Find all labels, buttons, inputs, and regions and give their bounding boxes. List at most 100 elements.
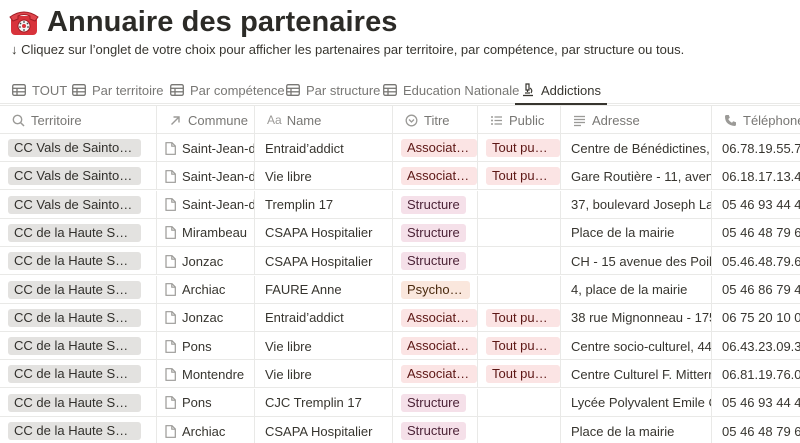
cell-titre[interactable]: Structure: [393, 388, 478, 417]
territoire-tag[interactable]: CC de la Haute Sainto…: [8, 223, 141, 242]
cell-territoire[interactable]: CC Vals de Saintonge …: [0, 190, 157, 219]
titre-tag[interactable]: Association: [401, 308, 477, 327]
column-header-public[interactable]: Public: [478, 106, 561, 134]
territoire-tag[interactable]: CC de la Haute Sainto…: [8, 280, 141, 299]
commune-link[interactable]: Mirambeau: [165, 225, 247, 240]
cell-commune[interactable]: Mirambeau: [157, 218, 255, 247]
cell-commune[interactable]: Pons: [157, 388, 255, 417]
territoire-tag[interactable]: CC de la Haute Sainto…: [8, 422, 141, 440]
titre-tag[interactable]: Structure: [401, 252, 466, 271]
commune-link[interactable]: Saint-Jean-d’A: [165, 197, 254, 212]
cell-commune[interactable]: Pons: [157, 332, 255, 361]
cell-commune[interactable]: Jonzac: [157, 247, 255, 276]
table-row[interactable]: CC de la Haute Sainto… Pons Vie libre Assoc…: [0, 332, 800, 361]
commune-link[interactable]: Pons: [165, 395, 212, 410]
cell-commune[interactable]: Montendre: [157, 360, 255, 389]
cell-name[interactable]: Vie libre: [255, 332, 393, 361]
cell-tel[interactable]: 06.18.17.13.42: [712, 162, 800, 190]
cell-titre[interactable]: Association: [393, 162, 478, 191]
table-row[interactable]: CC Vals de Saintonge … Saint-Jean-d’A Entr…: [0, 134, 800, 162]
tab-tout[interactable]: TOUT: [12, 76, 67, 104]
territoire-tag[interactable]: CC Vals de Saintonge …: [8, 167, 141, 186]
tab-par-territoire[interactable]: Par territoire: [72, 76, 164, 104]
public-tag[interactable]: Tout public: [486, 139, 560, 157]
territoire-tag[interactable]: CC Vals de Saintonge …: [8, 139, 141, 157]
cell-territoire[interactable]: CC de la Haute Sainto…: [0, 332, 157, 361]
cell-titre[interactable]: Association: [393, 303, 478, 332]
cell-territoire[interactable]: CC de la Haute Sainto…: [0, 247, 157, 276]
cell-commune[interactable]: Archiac: [157, 417, 255, 443]
table-row[interactable]: CC de la Haute Sainto… Mirambeau CSAPA Hos…: [0, 218, 800, 247]
cell-public[interactable]: Tout public: [478, 162, 561, 191]
column-header-commune[interactable]: Commune: [157, 106, 255, 134]
titre-tag[interactable]: Association: [401, 139, 477, 157]
cell-tel[interactable]: 05 46 48 79 61: [712, 219, 800, 247]
table-row[interactable]: CC de la Haute Sainto… Jonzac CSAPA Hospit…: [0, 247, 800, 276]
public-tag[interactable]: Tout public: [486, 308, 560, 327]
cell-territoire[interactable]: CC de la Haute Sainto…: [0, 388, 157, 417]
column-header-name[interactable]: Aa Name: [255, 106, 393, 134]
cell-public[interactable]: Tout public: [478, 332, 561, 361]
cell-tel[interactable]: 06 75 20 10 08: [712, 304, 800, 332]
cell-titre[interactable]: Psycholo…: [393, 275, 478, 304]
cell-name[interactable]: CSAPA Hospitalier: [255, 218, 393, 247]
cell-adresse[interactable]: 38 rue Mignonneau - 17500: [561, 303, 712, 332]
column-header-telephone[interactable]: Téléphone: [712, 106, 800, 134]
cell-public[interactable]: Tout public: [478, 360, 561, 389]
titre-tag[interactable]: Association: [401, 167, 477, 186]
cell-commune[interactable]: Saint-Jean-d’A: [157, 162, 255, 191]
cell-public[interactable]: [478, 218, 561, 247]
cell-public[interactable]: Tout public: [478, 134, 561, 162]
cell-public[interactable]: [478, 190, 561, 219]
cell-tel[interactable]: 06.81.19.76.07 o: [712, 360, 800, 388]
cell-territoire[interactable]: CC de la Haute Sainto…: [0, 218, 157, 247]
cell-titre[interactable]: Structure: [393, 247, 478, 276]
cell-public[interactable]: [478, 247, 561, 276]
cell-titre[interactable]: Association: [393, 360, 478, 389]
cell-territoire[interactable]: CC de la Haute Sainto…: [0, 275, 157, 304]
territoire-tag[interactable]: CC de la Haute Sainto…: [8, 308, 141, 327]
public-tag[interactable]: Tout public: [486, 167, 560, 186]
tab-par-competence[interactable]: Par compétence: [170, 76, 285, 104]
commune-link[interactable]: Pons: [165, 339, 212, 354]
cell-commune[interactable]: Archiac: [157, 275, 255, 304]
tab-par-structure[interactable]: Par structure: [286, 76, 380, 104]
cell-adresse[interactable]: Lycée Polyvalent Emile Com: [561, 388, 712, 417]
titre-tag[interactable]: Association: [401, 365, 477, 384]
cell-tel[interactable]: 05 46 93 44 45: [712, 389, 800, 417]
titre-tag[interactable]: Structure: [401, 422, 466, 440]
cell-name[interactable]: Entraid’addict: [255, 134, 393, 162]
cell-adresse[interactable]: Centre socio-culturel, 44, av: [561, 332, 712, 361]
cell-adresse[interactable]: CH - 15 avenue des Poilus: [561, 247, 712, 276]
public-tag[interactable]: Tout public: [486, 337, 560, 356]
table-row[interactable]: CC Vals de Saintonge … Saint-Jean-d’A Trem…: [0, 190, 800, 219]
cell-titre[interactable]: Association: [393, 134, 478, 162]
commune-link[interactable]: Saint-Jean-d’A: [165, 141, 254, 156]
cell-name[interactable]: CSAPA Hospitalier: [255, 417, 393, 443]
territoire-tag[interactable]: CC Vals de Saintonge …: [8, 195, 141, 214]
cell-name[interactable]: CSAPA Hospitalier: [255, 247, 393, 276]
cell-public[interactable]: [478, 275, 561, 304]
cell-territoire[interactable]: CC de la Haute Sainto…: [0, 417, 157, 443]
table-row[interactable]: CC de la Haute Sainto… Pons CJC Tremplin 1…: [0, 388, 800, 417]
titre-tag[interactable]: Structure: [401, 393, 466, 412]
cell-name[interactable]: FAURE Anne: [255, 275, 393, 304]
commune-link[interactable]: Jonzac: [165, 254, 223, 269]
territoire-tag[interactable]: CC de la Haute Sainto…: [8, 337, 141, 356]
cell-adresse[interactable]: Place de la mairie: [561, 417, 712, 443]
titre-tag[interactable]: Structure: [401, 223, 466, 242]
cell-titre[interactable]: Structure: [393, 190, 478, 219]
column-header-territoire[interactable]: Territoire: [0, 106, 157, 134]
public-tag[interactable]: Tout public: [486, 365, 560, 384]
cell-adresse[interactable]: 4, place de la mairie: [561, 275, 712, 304]
territoire-tag[interactable]: CC de la Haute Sainto…: [8, 393, 141, 412]
cell-titre[interactable]: Structure: [393, 417, 478, 443]
cell-public[interactable]: [478, 417, 561, 443]
titre-tag[interactable]: Psycholo…: [401, 280, 470, 299]
cell-name[interactable]: CJC Tremplin 17: [255, 388, 393, 417]
cell-tel[interactable]: 05.46.48.79.61: [712, 247, 800, 275]
cell-adresse[interactable]: Place de la mairie: [561, 218, 712, 247]
table-row[interactable]: CC de la Haute Sainto… Archiac CSAPA Hospi…: [0, 417, 800, 443]
titre-tag[interactable]: Structure: [401, 195, 466, 214]
cell-name[interactable]: Vie libre: [255, 360, 393, 389]
